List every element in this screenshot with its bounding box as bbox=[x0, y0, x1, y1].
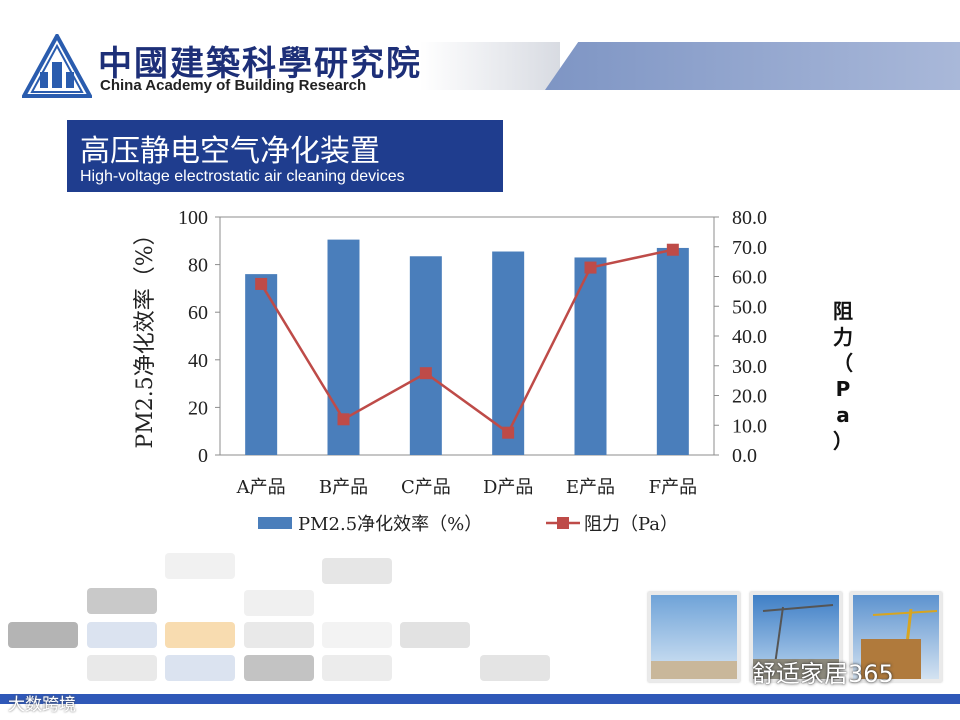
y-left-tick-label: 60 bbox=[188, 302, 208, 324]
bar bbox=[409, 256, 442, 455]
y-right-tick-label: 10.0 bbox=[732, 415, 767, 437]
y-right-tick-label: 0.0 bbox=[732, 445, 757, 467]
x-category-label: F产品 bbox=[649, 477, 698, 498]
legend-bar-swatch bbox=[258, 517, 292, 529]
y-right-tick-label: 20.0 bbox=[732, 386, 767, 408]
header-blue-band bbox=[545, 42, 960, 90]
decorative-tile bbox=[165, 655, 235, 681]
resistance-point bbox=[337, 413, 350, 426]
y-left-tick-label: 80 bbox=[188, 255, 208, 277]
y-left-tick-label: 100 bbox=[178, 207, 208, 229]
header-gradient bbox=[420, 42, 560, 90]
decorative-tile bbox=[165, 622, 235, 648]
bar bbox=[492, 251, 525, 455]
decorative-tile bbox=[87, 588, 157, 614]
legend-bar-label: PM2.5净化效率（%） bbox=[298, 514, 482, 535]
y-left-tick-label: 40 bbox=[188, 350, 208, 372]
photo-crane-icon bbox=[750, 592, 842, 682]
resistance-line bbox=[260, 248, 674, 435]
y-right-tick-label: 40.0 bbox=[732, 326, 767, 348]
x-category-label: C产品 bbox=[401, 477, 451, 498]
y-right-tick-label: 30.0 bbox=[732, 356, 767, 378]
y-right-tick-label: 80.0 bbox=[732, 207, 767, 229]
footer-bar bbox=[0, 694, 960, 704]
slide-title-box bbox=[67, 120, 503, 192]
slide-title-cn: 高压静电空气净化装置 bbox=[80, 134, 380, 169]
resistance-point bbox=[255, 277, 268, 290]
org-name-cn: 中國建築科學研究院 bbox=[98, 44, 422, 84]
y-left-tick-label: 0 bbox=[198, 445, 208, 467]
resistance-point bbox=[502, 426, 515, 439]
bar bbox=[245, 274, 278, 455]
academy-logo-icon bbox=[20, 31, 94, 98]
photo-construction-icon bbox=[850, 592, 942, 682]
y-axis-label-left: PM2.5净化效率（%） bbox=[133, 223, 158, 448]
decorative-tile bbox=[322, 558, 392, 584]
legend-line-marker bbox=[557, 517, 569, 529]
y-left-tick-label: 20 bbox=[188, 397, 208, 419]
org-name-en: China Academy of Building Research bbox=[100, 77, 367, 94]
y-right-tick-label: 60.0 bbox=[732, 267, 767, 289]
decorative-tile bbox=[165, 553, 235, 579]
legend-line-label: 阻力（Pa） bbox=[584, 514, 678, 535]
decorative-tile bbox=[244, 590, 314, 616]
slide-title-en: High-voltage electrostatic air cleaning … bbox=[80, 168, 405, 185]
y-right-tick-label: 70.0 bbox=[732, 237, 767, 259]
resistance-point bbox=[584, 261, 597, 274]
resistance-point bbox=[666, 243, 679, 256]
watermark-right: 舒适家居365 bbox=[752, 660, 894, 688]
x-category-label: B产品 bbox=[319, 477, 368, 498]
x-category-label: A产品 bbox=[236, 477, 286, 498]
x-category-label: D产品 bbox=[483, 477, 533, 498]
decorative-tile bbox=[244, 655, 314, 681]
resistance-point bbox=[419, 367, 432, 380]
photo-sky-icon bbox=[648, 592, 740, 682]
y-right-tick-label: 50.0 bbox=[732, 296, 767, 318]
watermark-left: 大数跨境 bbox=[8, 695, 76, 715]
decorative-tile bbox=[480, 655, 550, 681]
decorative-tile bbox=[322, 622, 392, 648]
decorative-tile bbox=[400, 622, 470, 648]
decorative-tile bbox=[87, 655, 157, 681]
decorative-tile bbox=[322, 655, 392, 681]
decorative-tile bbox=[8, 622, 78, 648]
decorative-tile bbox=[244, 622, 314, 648]
decorative-tile bbox=[87, 622, 157, 648]
bar bbox=[574, 257, 607, 455]
bar bbox=[656, 247, 689, 455]
x-category-label: E产品 bbox=[566, 477, 615, 498]
